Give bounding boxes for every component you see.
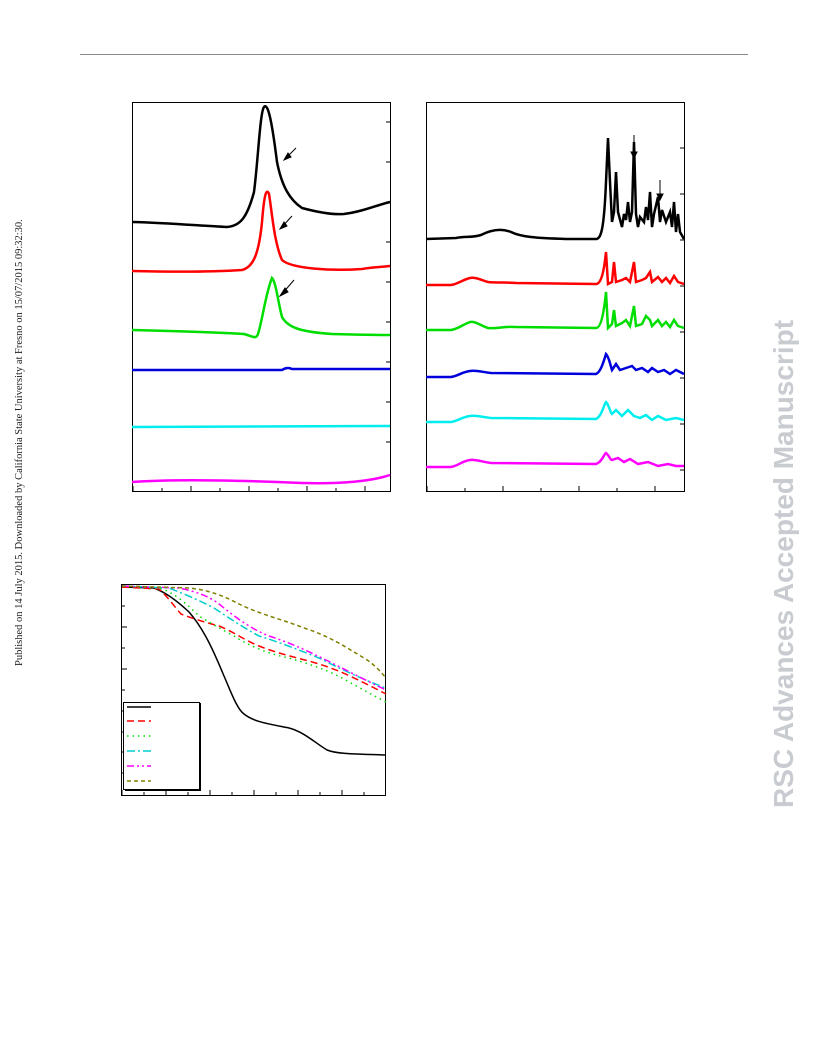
x-ticks bbox=[132, 486, 366, 491]
series-shortdash-olive bbox=[121, 585, 387, 679]
annotation-arrows bbox=[630, 135, 664, 202]
series-cyan bbox=[426, 400, 685, 424]
series-black bbox=[426, 137, 686, 241]
series-green bbox=[426, 291, 685, 332]
series-red bbox=[426, 251, 685, 287]
header-rule bbox=[80, 54, 748, 55]
series-blue bbox=[426, 351, 685, 379]
chart-curves-bottom bbox=[121, 584, 387, 796]
annotation-arrows bbox=[278, 147, 297, 298]
series-magenta bbox=[426, 451, 684, 469]
publication-note: Published on 14 July 2015. Downloaded by… bbox=[14, 196, 26, 666]
series-dashdot-cyan bbox=[121, 585, 387, 689]
x-ticks bbox=[426, 486, 656, 491]
chart-frame bbox=[121, 584, 386, 796]
chart-patterns-right bbox=[426, 102, 686, 492]
watermark-text: RSC Advances Accepted Manuscript bbox=[768, 319, 799, 808]
legend bbox=[123, 702, 201, 791]
chart-frame bbox=[426, 102, 685, 492]
series-dashdotdot-magenta bbox=[121, 585, 387, 691]
series-solid-black bbox=[121, 586, 387, 756]
publication-note-text: Published on 14 July 2015. Downloaded by… bbox=[14, 219, 25, 666]
series-red bbox=[132, 190, 391, 273]
series-dash-red bbox=[121, 586, 387, 695]
x-ticks bbox=[121, 790, 365, 795]
series-magenta bbox=[132, 473, 391, 485]
series-black bbox=[132, 105, 391, 229]
series-cyan bbox=[132, 424, 391, 429]
journal-watermark: RSC Advances Accepted Manuscript bbox=[768, 248, 816, 808]
series-green bbox=[132, 275, 391, 339]
series-blue bbox=[132, 366, 390, 372]
y-ticks bbox=[680, 147, 684, 471]
chart-frame bbox=[132, 102, 391, 492]
y-ticks bbox=[386, 121, 390, 443]
chart-spectra-left bbox=[132, 102, 391, 492]
series-dot-green bbox=[121, 585, 387, 703]
